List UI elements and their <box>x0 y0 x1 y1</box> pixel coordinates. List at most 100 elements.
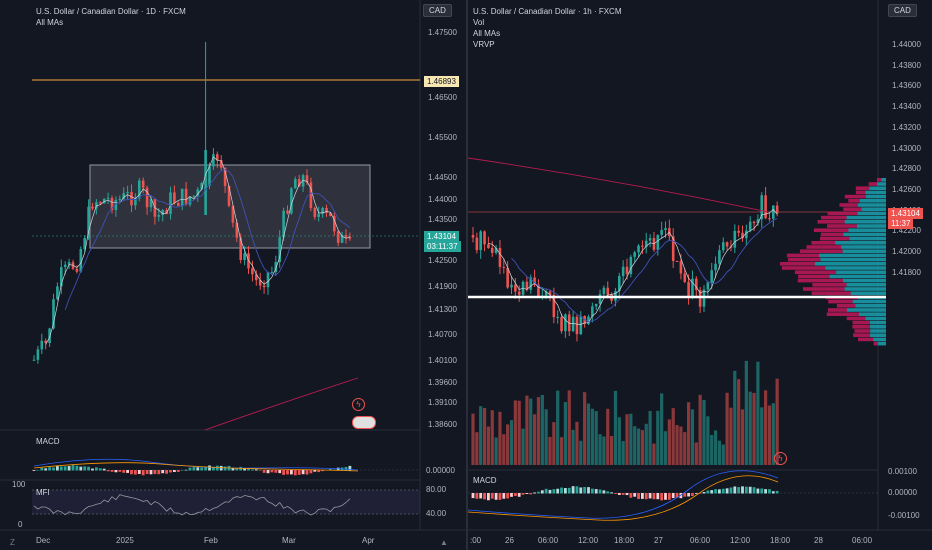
right-flash-icon[interactable]: ϟ <box>774 452 787 465</box>
right-candle-body <box>733 230 737 248</box>
right-volume-bar <box>517 400 521 465</box>
left-ma-slow <box>64 169 351 311</box>
right-candle-body <box>637 245 640 253</box>
left-chart-pane[interactable]: U.S. Dollar / Canadian Dollar · 1D · FXC… <box>0 0 466 550</box>
right-volume-bar <box>679 426 683 465</box>
right-vp-up <box>852 299 886 304</box>
left-candle-body <box>325 207 328 213</box>
left-macd-bar <box>184 469 188 471</box>
right-vp-up <box>859 199 886 203</box>
right-volume-bar <box>533 414 537 465</box>
right-chart-canvas[interactable] <box>468 0 932 550</box>
left-macd-bar <box>106 470 110 472</box>
right-volume-bar <box>621 440 625 465</box>
right-candle-body <box>748 221 752 231</box>
left-macd-bar <box>329 468 332 471</box>
right-candle-body <box>698 289 702 307</box>
right-countdown-tag: 11:37 <box>888 218 914 229</box>
right-macd-bar <box>775 490 779 494</box>
right-vp-up <box>873 337 886 342</box>
right-candle-body <box>552 294 556 318</box>
right-vp-up <box>869 333 886 337</box>
right-volume-bar <box>721 444 725 465</box>
right-vp-down <box>787 257 821 262</box>
left-candle-body <box>223 167 227 186</box>
right-volume-bar <box>740 409 745 465</box>
left-price-tick-4: 1.44000 <box>428 195 457 204</box>
right-vp-down <box>806 245 842 249</box>
right-vp-down <box>794 270 837 274</box>
right-macd-bar <box>606 491 610 494</box>
right-candle-body <box>602 287 606 295</box>
left-candle-body <box>305 175 309 183</box>
right-candle-body <box>479 231 482 251</box>
right-volume-bar <box>575 421 579 465</box>
left-candle-body <box>196 189 200 196</box>
pane-divider[interactable] <box>466 0 468 550</box>
left-candle-body <box>63 264 67 268</box>
right-volume-bar <box>471 413 475 465</box>
left-candle-body <box>56 286 59 300</box>
right-currency-button[interactable]: CAD <box>888 4 917 17</box>
right-volume-bar <box>629 413 633 465</box>
left-flash-icon[interactable]: ϟ <box>352 398 365 411</box>
left-zoom-icon[interactable]: Z <box>10 538 15 547</box>
left-price-tick-11: 1.39600 <box>428 378 457 387</box>
left-candle-body <box>83 238 86 250</box>
right-volume-bar <box>613 390 618 465</box>
right-volume-bar <box>744 360 748 465</box>
left-macd-bar <box>153 470 157 475</box>
left-macd-bar <box>247 468 250 471</box>
left-current-price-tag: 1.43104 <box>424 231 459 242</box>
left-candle-body <box>231 205 235 223</box>
right-macd-bar <box>590 488 594 494</box>
left-macd-bar <box>196 467 200 471</box>
right-vp-up <box>844 287 886 291</box>
right-vp-down <box>821 215 847 220</box>
left-currency-button[interactable]: CAD <box>423 4 452 17</box>
right-macd-bar <box>502 493 506 499</box>
right-macd-bar <box>533 492 536 494</box>
right-time-tick-5: 27 <box>654 536 663 545</box>
right-candle-body <box>490 247 494 253</box>
right-volume-bar <box>567 390 571 465</box>
right-volume-bar <box>529 398 533 465</box>
right-candle-body <box>714 263 717 271</box>
right-volume-bar <box>586 403 591 465</box>
left-macd-bar <box>71 465 75 471</box>
left-settings-icon[interactable]: ▲ <box>440 538 448 547</box>
right-volume-bar <box>706 416 710 465</box>
right-macd-bar <box>764 489 767 494</box>
left-flag-icon[interactable] <box>352 416 376 429</box>
left-price-tick-10: 1.40100 <box>428 356 457 365</box>
right-vp-up <box>865 316 886 321</box>
right-chart-pane[interactable]: U.S. Dollar / Canadian Dollar · 1h · FXC… <box>468 0 932 550</box>
right-macd-bar <box>479 493 483 499</box>
left-candle-body <box>110 198 114 211</box>
right-candle-body <box>648 238 652 241</box>
right-ma-fast <box>488 208 778 325</box>
right-macd-bar <box>517 493 521 497</box>
left-macd-bar <box>235 468 239 471</box>
left-candle-body <box>239 237 242 260</box>
right-candle-body <box>544 291 548 296</box>
left-candle-body <box>290 188 293 214</box>
left-chart-title: U.S. Dollar / Canadian Dollar · 1D · FXC… <box>36 7 186 16</box>
right-vp-down <box>839 203 858 207</box>
right-volume-bar <box>475 432 479 465</box>
left-chart-canvas[interactable] <box>0 0 466 550</box>
left-macd-line <box>33 458 359 471</box>
right-candle-body <box>625 266 629 275</box>
right-volume-bar <box>521 428 525 465</box>
right-price-tick-5: 1.43000 <box>892 143 921 153</box>
right-vp-down <box>811 291 851 295</box>
left-mfi-scale-100: 100 <box>12 480 26 489</box>
left-candle-body <box>192 195 196 197</box>
right-macd-bar <box>471 493 475 499</box>
right-volume-bar <box>617 417 621 465</box>
right-macd-bar <box>567 487 571 494</box>
right-candle-body <box>621 266 625 276</box>
left-macd-label: MACD <box>36 437 60 446</box>
left-macd-bar <box>344 466 348 471</box>
right-candle-body <box>768 218 771 220</box>
